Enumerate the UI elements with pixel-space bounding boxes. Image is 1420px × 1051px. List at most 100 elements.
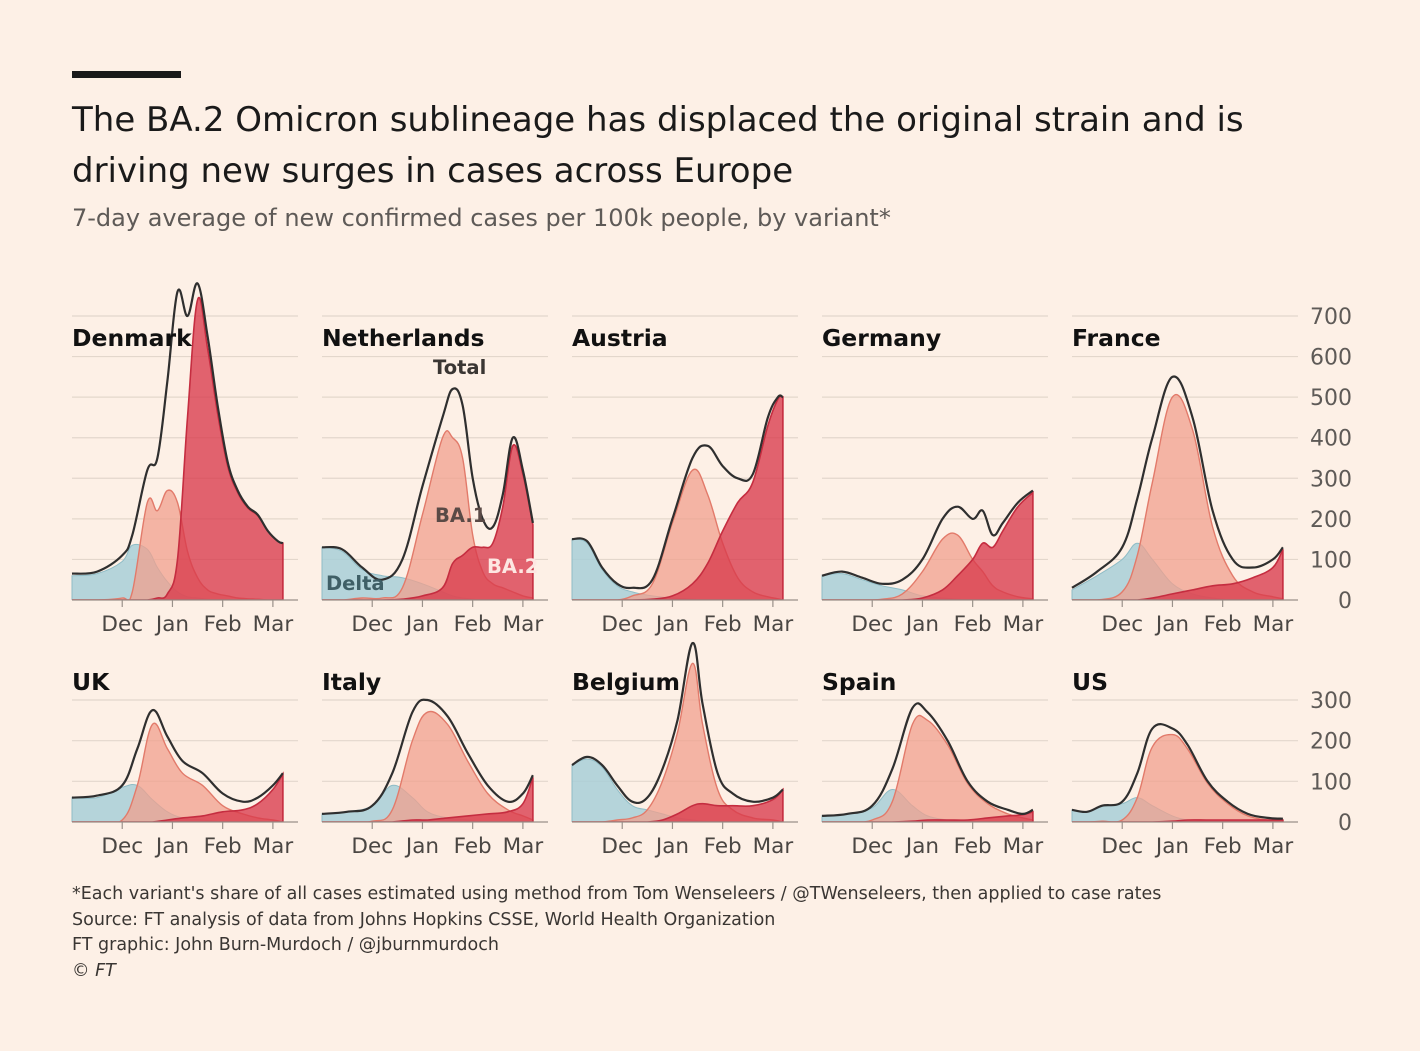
panel-areas [321, 387, 534, 600]
x-tick-label: Feb [704, 612, 742, 637]
x-tick-label: Mar [1003, 834, 1044, 859]
chart-subtitle: 7-day average of new confirmed cases per… [72, 204, 891, 232]
x-tick-label: Feb [454, 612, 492, 637]
country-label: Italy [322, 668, 381, 696]
country-label: UK [72, 668, 110, 696]
x-tick-label: Dec [851, 834, 893, 859]
x-tick-label: Jan [904, 612, 939, 637]
source-note: Source: FT analysis of data from Johns H… [72, 909, 776, 930]
x-tick-label: Dec [601, 834, 643, 859]
x-tick-label: Jan [654, 612, 689, 637]
x-tick-label: Dec [351, 834, 393, 859]
x-tick-label: Jan [154, 612, 189, 637]
x-tick-label: Jan [1154, 612, 1189, 637]
total-line [71, 282, 284, 575]
x-tick-label: Feb [704, 834, 742, 859]
total-line [1071, 723, 1283, 820]
total-line [321, 698, 534, 815]
graphic-credit: FT graphic: John Burn-Murdoch / @jburnmu… [72, 935, 499, 955]
panel-areas [321, 698, 534, 822]
x-tick-label: Jan [654, 834, 689, 859]
copyright: © FT [72, 960, 116, 981]
panel-areas [71, 709, 284, 822]
y-tick-label: 100 [1310, 770, 1352, 795]
ba1-area [322, 710, 534, 822]
panel-belgium: Dec Jan Feb Mar Belgium [571, 641, 798, 859]
y-tick-label: 700 [1310, 305, 1352, 330]
y-tick-label: 300 [1310, 689, 1352, 714]
total-line [821, 489, 1034, 586]
x-tick-label: Mar [1003, 612, 1044, 637]
chart-row-2: 0 100 200 300 Dec Jan Feb Mar UK Dec Jan Feb Mar Ital… [71, 641, 1352, 859]
total-line [321, 387, 534, 581]
panel-france: Dec Jan Feb Mar France [1071, 324, 1298, 637]
label-ba1: BA.1 [435, 504, 486, 527]
x-tick-label: Feb [954, 834, 992, 859]
ba1-area [1072, 733, 1284, 822]
country-label: Germany [822, 324, 941, 352]
panel-germany: Dec Jan Feb Mar Germany [821, 324, 1048, 637]
x-tick-label: Mar [753, 612, 794, 637]
country-label: Belgium [572, 668, 680, 696]
chart-row-1: 0 100 200 300 400 500 600 700 Dec Jan Feb Mar Denmar… [71, 282, 1352, 637]
x-tick-label: Mar [503, 612, 544, 637]
panel-areas [71, 282, 284, 600]
series-annotations: Total BA.1 BA.2 Delta [326, 356, 538, 595]
x-tick-label: Jan [404, 834, 439, 859]
ba1-area [1072, 394, 1284, 600]
ba2-area [822, 490, 1034, 600]
country-label: Spain [822, 668, 896, 696]
x-tick-label: Feb [1204, 834, 1242, 859]
x-tick-label: Dec [1101, 834, 1143, 859]
panel-us: Dec Jan Feb Mar US [1071, 668, 1298, 859]
x-tick-label: Dec [101, 834, 143, 859]
country-label: Austria [572, 324, 668, 352]
panel-austria: Dec Jan Feb Mar Austria [571, 324, 798, 637]
total-line [71, 709, 284, 803]
x-tick-label: Dec [101, 612, 143, 637]
x-tick-label: Feb [204, 612, 242, 637]
panel-areas [571, 394, 784, 600]
total-line [821, 702, 1034, 817]
panel-netherlands: Dec Jan Feb Mar Netherlands [321, 324, 548, 637]
label-ba2: BA.2 [487, 555, 538, 578]
y-tick-label: 300 [1310, 467, 1352, 492]
y-tick-label: 200 [1310, 508, 1352, 533]
x-tick-label: Feb [204, 834, 242, 859]
ba2-area [71, 771, 284, 822]
x-tick-label: Feb [454, 834, 492, 859]
x-tick-label: Mar [1253, 612, 1294, 637]
x-tick-label: Dec [351, 612, 393, 637]
ba2-area [821, 810, 1034, 822]
country-label: France [1072, 324, 1161, 352]
x-tick-label: Dec [1101, 612, 1143, 637]
title-accent-bar [72, 71, 181, 78]
country-label: US [1072, 668, 1108, 696]
total-line [1071, 375, 1284, 589]
total-line [571, 641, 784, 805]
chart-footer: *Each variant's share of all cases estim… [72, 882, 1161, 984]
panel-uk: Dec Jan Feb Mar UK [71, 668, 298, 859]
panel-italy: Dec Jan Feb Mar Italy [321, 668, 548, 859]
x-tick-label: Jan [404, 612, 439, 637]
panel-denmark: Dec Jan Feb Mar Denmark [71, 282, 298, 637]
ba2-area [571, 787, 784, 822]
ba2-area [1072, 548, 1284, 600]
x-tick-label: Feb [954, 612, 992, 637]
x-tick-label: Mar [1253, 834, 1294, 859]
panel-areas [821, 702, 1034, 822]
y-tick-label: 0 [1338, 589, 1352, 614]
ba1-area [822, 714, 1034, 822]
panel-areas [1071, 723, 1284, 822]
panel-areas [571, 641, 784, 822]
x-tick-label: Mar [503, 834, 544, 859]
country-label: Denmark [72, 324, 193, 352]
x-tick-label: Mar [753, 834, 794, 859]
y-tick-label: 0 [1338, 811, 1352, 836]
chart-title: The BA.2 Omicron sublineage has displace… [72, 100, 1244, 191]
label-total: Total [433, 356, 486, 379]
y-tick-label: 400 [1310, 427, 1352, 452]
ba2-area [322, 443, 534, 600]
x-tick-label: Dec [851, 612, 893, 637]
y-tick-label: 100 [1310, 548, 1352, 573]
